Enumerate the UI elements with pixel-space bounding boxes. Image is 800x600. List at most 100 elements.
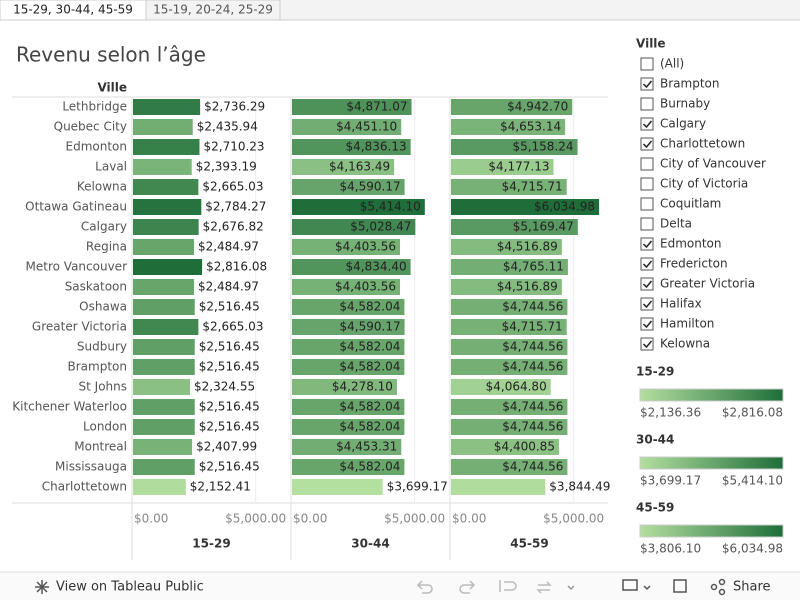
value-label: $4,064.80 [486,380,547,394]
value-label: $2,516.45 [199,460,260,474]
checkbox[interactable] [640,337,654,351]
value-label: $5,028.47 [350,220,411,234]
bar [133,379,191,395]
filter-item[interactable]: Kelowna [660,337,710,351]
legend-title: 30-44 [636,433,674,447]
value-label: $2,516.45 [199,420,260,434]
filter-item[interactable]: Fredericton [660,257,728,271]
value-label: $4,744.56 [502,300,563,314]
filter-item[interactable]: Calgary [660,117,706,131]
checkbox[interactable] [640,317,654,331]
checkbox[interactable] [640,77,654,91]
bar [451,199,600,215]
value-label: $2,393.19 [196,160,257,174]
share-button[interactable]: Share [733,580,771,595]
value-label: $2,665.03 [202,320,263,334]
checkbox[interactable] [640,197,654,211]
bar [292,419,405,435]
value-label: $4,744.56 [502,360,563,374]
value-label: $2,152.41 [190,480,251,494]
value-label: $4,163.49 [329,160,390,174]
bar [451,119,566,135]
bar [451,239,562,255]
bar [292,179,405,195]
category-label: Kitchener Waterloo [12,400,127,414]
filter-item[interactable]: City of Victoria [660,177,748,191]
category-label: London [83,420,127,434]
category-label: Saskatoon [65,280,127,294]
value-label: $4,400.85 [494,440,555,454]
legend-title: 45-59 [636,501,674,515]
value-label: $5,158.24 [512,140,573,154]
filter-item[interactable]: Greater Victoria [660,277,755,291]
checkmark [642,120,653,129]
checkbox[interactable] [640,217,654,231]
legend-max: $2,816.08 [722,406,783,420]
checkbox[interactable] [640,257,654,271]
tab[interactable] [145,0,281,21]
checkmark [642,340,653,349]
filter-item[interactable]: Coquitlam [660,197,721,211]
value-label: $2,324.55 [194,380,255,394]
legend-max: $5,414.10 [722,474,783,488]
bar [451,99,573,115]
x-tick-label: $0.00 [452,512,486,526]
bar [292,359,405,375]
bar [133,479,186,495]
checkmark [642,260,653,269]
value-label: $2,710.23 [203,140,264,154]
filter-item[interactable]: Hamilton [660,317,714,331]
bar [451,479,546,495]
legend-ramp [639,456,784,470]
checkbox[interactable] [640,117,654,131]
value-label: $4,582.04 [339,300,400,314]
filter-item[interactable]: (All) [660,57,684,71]
value-label: $4,582.04 [339,460,400,474]
checkbox[interactable] [640,57,654,71]
bar [292,339,405,355]
value-label: $2,516.45 [199,400,260,414]
tab-label: 15-19, 20-24, 25-29 [153,3,273,17]
value-label: $4,590.17 [340,180,401,194]
bar [451,159,554,175]
legend-max: $6,034.98 [722,542,783,556]
panel-label: 15-29 [192,537,230,551]
checkbox[interactable] [640,277,654,291]
bar [292,379,397,395]
checkbox[interactable] [640,297,654,311]
checkbox[interactable] [640,97,654,111]
filter-item[interactable]: Burnaby [660,97,710,111]
bar [133,319,199,335]
value-label: $4,177.13 [488,160,549,174]
checkbox[interactable] [640,137,654,151]
category-label: St Johns [79,380,127,394]
bar [451,419,568,435]
filter-item[interactable]: Charlottetown [660,137,745,151]
checkbox[interactable] [640,237,654,251]
filter-item[interactable]: Brampton [660,77,719,91]
legend-min: $2,136.36 [640,406,701,420]
bar [133,199,202,215]
bar [133,339,195,355]
checkbox[interactable] [640,177,654,191]
value-label: $4,871.07 [346,100,407,114]
value-label: $4,582.04 [339,360,400,374]
filter-item[interactable]: Edmonton [660,237,722,251]
filter-item[interactable]: Halifax [660,297,702,311]
value-label: $2,407.99 [196,440,257,454]
checkbox[interactable] [640,157,654,171]
category-label: Laval [95,160,127,174]
bar [451,319,567,335]
value-label: $4,451.10 [336,120,397,134]
x-tick-label: $0.00 [134,512,168,526]
value-label: $4,516.89 [497,240,558,254]
tab-label: 15-29, 30-44, 45-59 [13,3,133,17]
filter-item[interactable]: City of Vancouver [660,157,766,171]
category-label: Oshawa [79,300,127,314]
bar [451,359,568,375]
bar [292,439,402,455]
bar [292,399,405,415]
view-link[interactable]: View on Tableau Public [56,580,204,595]
filter-item[interactable]: Delta [660,217,692,231]
value-label: $2,516.45 [199,300,260,314]
